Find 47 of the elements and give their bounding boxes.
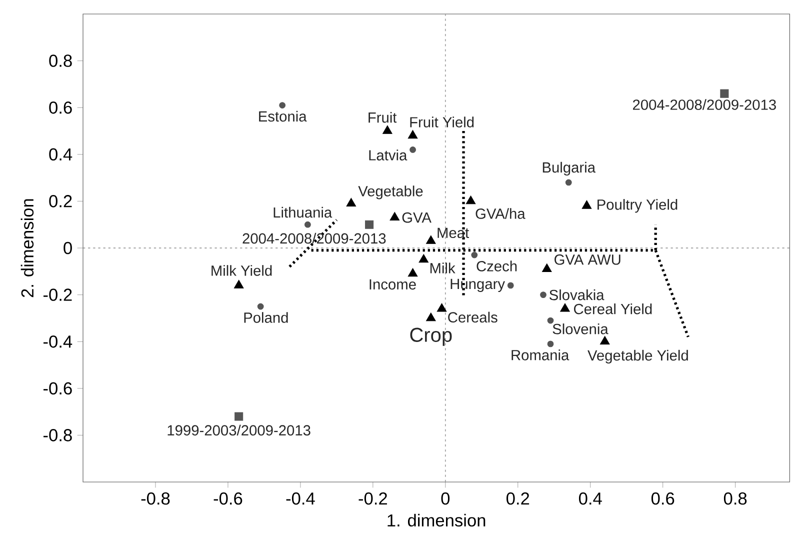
y-tick-label: 0 [64, 242, 72, 254]
annotation: Milk Yield [212, 265, 272, 276]
annotation: GVA [402, 212, 432, 223]
y-tick-label: -0.2 [44, 288, 72, 301]
annotation: Fruit [368, 112, 397, 123]
annotation: Lithuania [274, 206, 332, 218]
y-tick-label: 0.2 [49, 195, 72, 208]
x-axis-title: 1. dimension [388, 514, 486, 527]
y-tick-label: -0.8 [44, 429, 72, 442]
y-tick-label: 0.6 [49, 101, 72, 114]
annotation: Crop [410, 328, 452, 346]
annotation: Slovakia [550, 289, 604, 300]
annotation: Hungary [450, 278, 505, 292]
annotation: Poultry Yield [598, 199, 678, 213]
x-tick-label: -0.4 [286, 492, 315, 505]
y-tick-label: 0.4 [49, 148, 72, 161]
annotation: Romania [512, 350, 570, 360]
x-tick-label: 0.6 [651, 492, 674, 505]
annotation: Czech [476, 260, 517, 272]
y-tick-label: -0.4 [44, 335, 72, 348]
annotation: GVA AWU [554, 254, 620, 265]
annotation: Meat [438, 228, 469, 238]
annotation: Estonia [259, 110, 307, 122]
annotation: Poland [244, 312, 288, 323]
annotation: 2004-2008/2009-2013 [632, 99, 776, 110]
annotation: Slovenia [552, 323, 608, 334]
annotation: Vegetable [358, 186, 423, 200]
x-tick-label: -0.2 [358, 492, 387, 505]
annotation: Latvia [369, 150, 408, 160]
x-tick-label: 0.2 [506, 492, 530, 505]
annotation: 1999-2003/2009-2013 [168, 424, 310, 436]
y-tick-label: -0.6 [44, 382, 72, 395]
annotation: Bulgaria [542, 162, 596, 176]
annotation: Vegetable Yield [588, 350, 688, 364]
y-tick-label: 0.8 [49, 54, 72, 67]
annotation: Cereal Yield [574, 303, 652, 314]
x-tick-label: 0.8 [724, 492, 747, 505]
x-tick-label: -0.6 [214, 492, 242, 505]
annotation: Fruit Yield [410, 116, 474, 128]
y-axis-title: 2. dimension [20, 199, 34, 298]
annotation: Income [370, 279, 416, 290]
x-tick-label: 0.4 [578, 492, 602, 505]
x-tick-label: 0 [441, 492, 450, 505]
annotation: GVA/ha [476, 208, 526, 219]
annotation: Milk [430, 262, 456, 274]
x-tick-label: -0.8 [141, 492, 170, 505]
annotation: Cereals [448, 312, 498, 323]
